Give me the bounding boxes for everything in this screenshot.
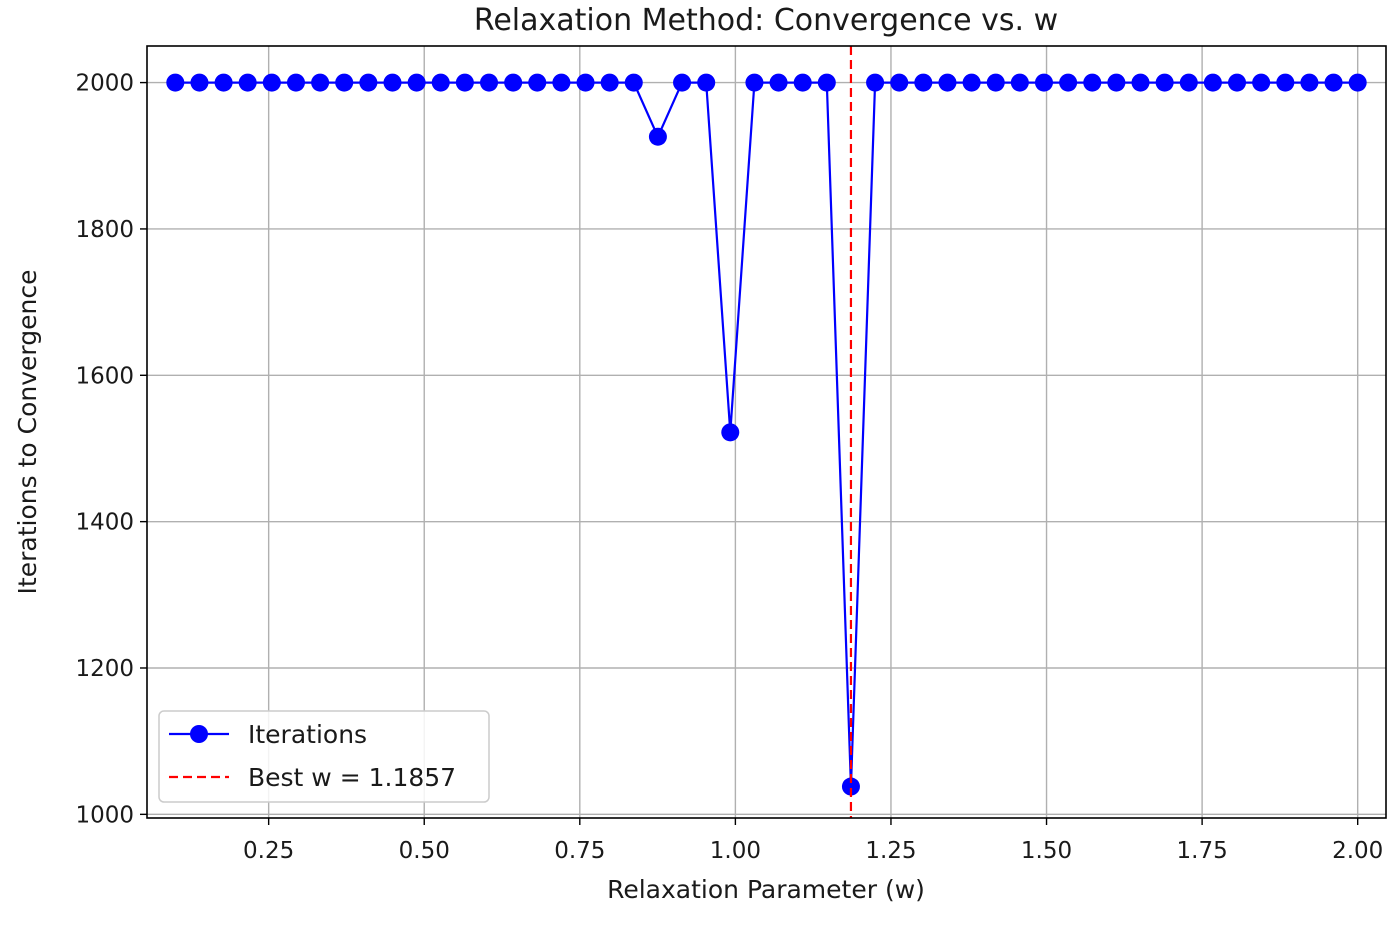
y-axis-ticks: 1000 1200 1400 1600 1800 2000 bbox=[75, 71, 147, 828]
data-point bbox=[866, 73, 885, 92]
data-point bbox=[986, 73, 1005, 92]
chart-title: Relaxation Method: Convergence vs. w bbox=[474, 3, 1058, 38]
data-point bbox=[1276, 73, 1295, 92]
data-point bbox=[1155, 73, 1174, 92]
data-point bbox=[817, 73, 836, 92]
data-point bbox=[914, 73, 933, 92]
x-tick-label: 2.00 bbox=[1332, 838, 1383, 864]
legend-box bbox=[158, 710, 490, 803]
data-point bbox=[190, 73, 209, 92]
grid bbox=[147, 46, 1386, 818]
data-point bbox=[1131, 73, 1150, 92]
data-point bbox=[1083, 73, 1102, 92]
data-point bbox=[793, 73, 812, 92]
data-point bbox=[238, 73, 257, 92]
data-point bbox=[1034, 73, 1053, 92]
data-point bbox=[648, 127, 667, 146]
data-point bbox=[528, 73, 547, 92]
iterations-series-line bbox=[175, 81, 1358, 788]
data-point bbox=[1300, 73, 1319, 92]
data-point bbox=[1324, 73, 1343, 92]
y-tick-label: 1200 bbox=[75, 656, 134, 682]
y-tick-label: 1000 bbox=[75, 802, 134, 828]
data-point bbox=[697, 73, 716, 92]
data-point bbox=[552, 73, 571, 92]
data-point bbox=[890, 73, 909, 92]
data-point bbox=[938, 73, 957, 92]
data-point bbox=[841, 777, 860, 796]
data-point bbox=[1228, 73, 1247, 92]
y-tick-label: 1800 bbox=[75, 217, 134, 243]
x-tick-label: 1.75 bbox=[1177, 838, 1228, 864]
y-axis-label: Iterations to Convergence bbox=[13, 270, 42, 595]
data-point bbox=[311, 73, 330, 92]
data-point bbox=[576, 73, 595, 92]
series-group bbox=[166, 73, 1367, 796]
data-point bbox=[1203, 73, 1222, 92]
data-point bbox=[455, 73, 474, 92]
legend-iterations-marker bbox=[190, 725, 208, 743]
data-point bbox=[962, 73, 981, 92]
data-point bbox=[286, 73, 305, 92]
x-axis-ticks: 0.25 0.50 0.75 1.00 1.25 1.50 1.75 2.00 bbox=[243, 818, 1383, 864]
data-point bbox=[383, 73, 402, 92]
data-point bbox=[673, 73, 692, 92]
y-tick-label: 2000 bbox=[75, 71, 134, 97]
data-point bbox=[431, 73, 450, 92]
data-point bbox=[600, 73, 619, 92]
y-tick-label: 1400 bbox=[75, 510, 134, 536]
data-point bbox=[407, 73, 426, 92]
legend: Iterations Best w = 1.1857 bbox=[158, 710, 490, 803]
data-point bbox=[1010, 73, 1029, 92]
data-point bbox=[1107, 73, 1126, 92]
x-tick-label: 0.50 bbox=[399, 838, 450, 864]
data-point bbox=[166, 73, 185, 92]
legend-iterations-label: Iterations bbox=[248, 720, 367, 749]
data-point bbox=[1179, 73, 1198, 92]
data-point bbox=[624, 73, 643, 92]
data-point bbox=[1252, 73, 1271, 92]
y-tick-label: 1600 bbox=[75, 363, 134, 389]
data-point bbox=[480, 73, 499, 92]
x-tick-label: 0.75 bbox=[554, 838, 605, 864]
data-point bbox=[359, 73, 378, 92]
x-tick-label: 1.25 bbox=[865, 838, 916, 864]
plot-frame bbox=[146, 45, 1387, 819]
x-axis-label: Relaxation Parameter (w) bbox=[607, 875, 925, 904]
data-point bbox=[335, 73, 354, 92]
data-point bbox=[504, 73, 523, 92]
data-point bbox=[721, 423, 740, 442]
data-point bbox=[1059, 73, 1078, 92]
x-tick-label: 1.00 bbox=[710, 838, 761, 864]
x-tick-label: 1.50 bbox=[1021, 838, 1072, 864]
data-point bbox=[1348, 73, 1367, 92]
data-point bbox=[262, 73, 281, 92]
data-point bbox=[745, 73, 764, 92]
data-point bbox=[214, 73, 233, 92]
x-tick-label: 0.25 bbox=[243, 838, 294, 864]
data-point bbox=[769, 73, 788, 92]
legend-best-w-label: Best w = 1.1857 bbox=[248, 763, 456, 792]
